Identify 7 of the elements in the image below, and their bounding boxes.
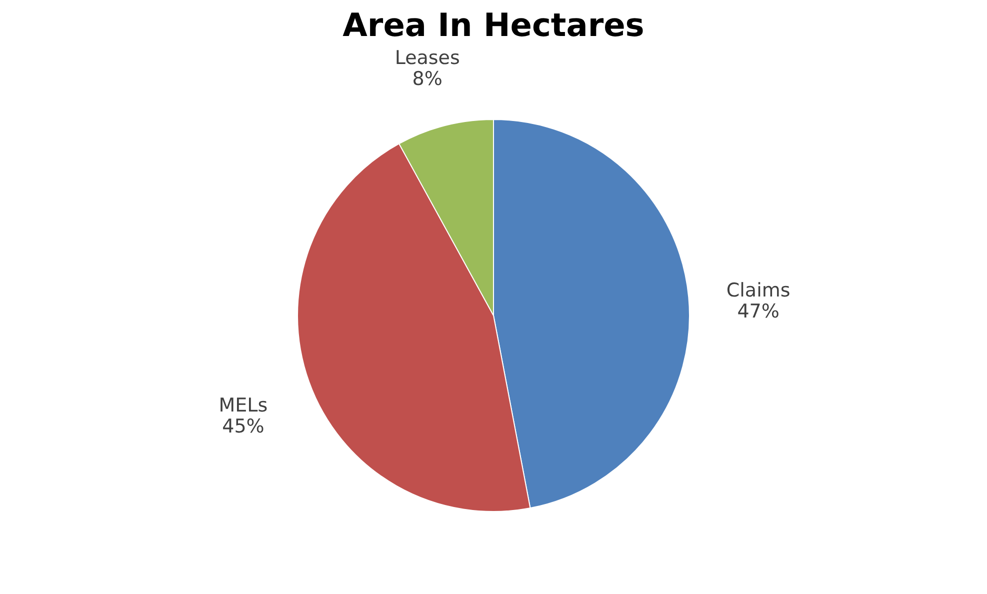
data-label: 47% bbox=[737, 300, 780, 322]
slice-label: MELs bbox=[218, 394, 268, 417]
chart-title: Area In Hectares bbox=[342, 6, 644, 44]
slice-label: Claims bbox=[726, 279, 790, 302]
data-label: 45% bbox=[222, 416, 264, 438]
slice-label: Leases bbox=[394, 46, 460, 69]
data-label: 8% bbox=[412, 68, 442, 90]
